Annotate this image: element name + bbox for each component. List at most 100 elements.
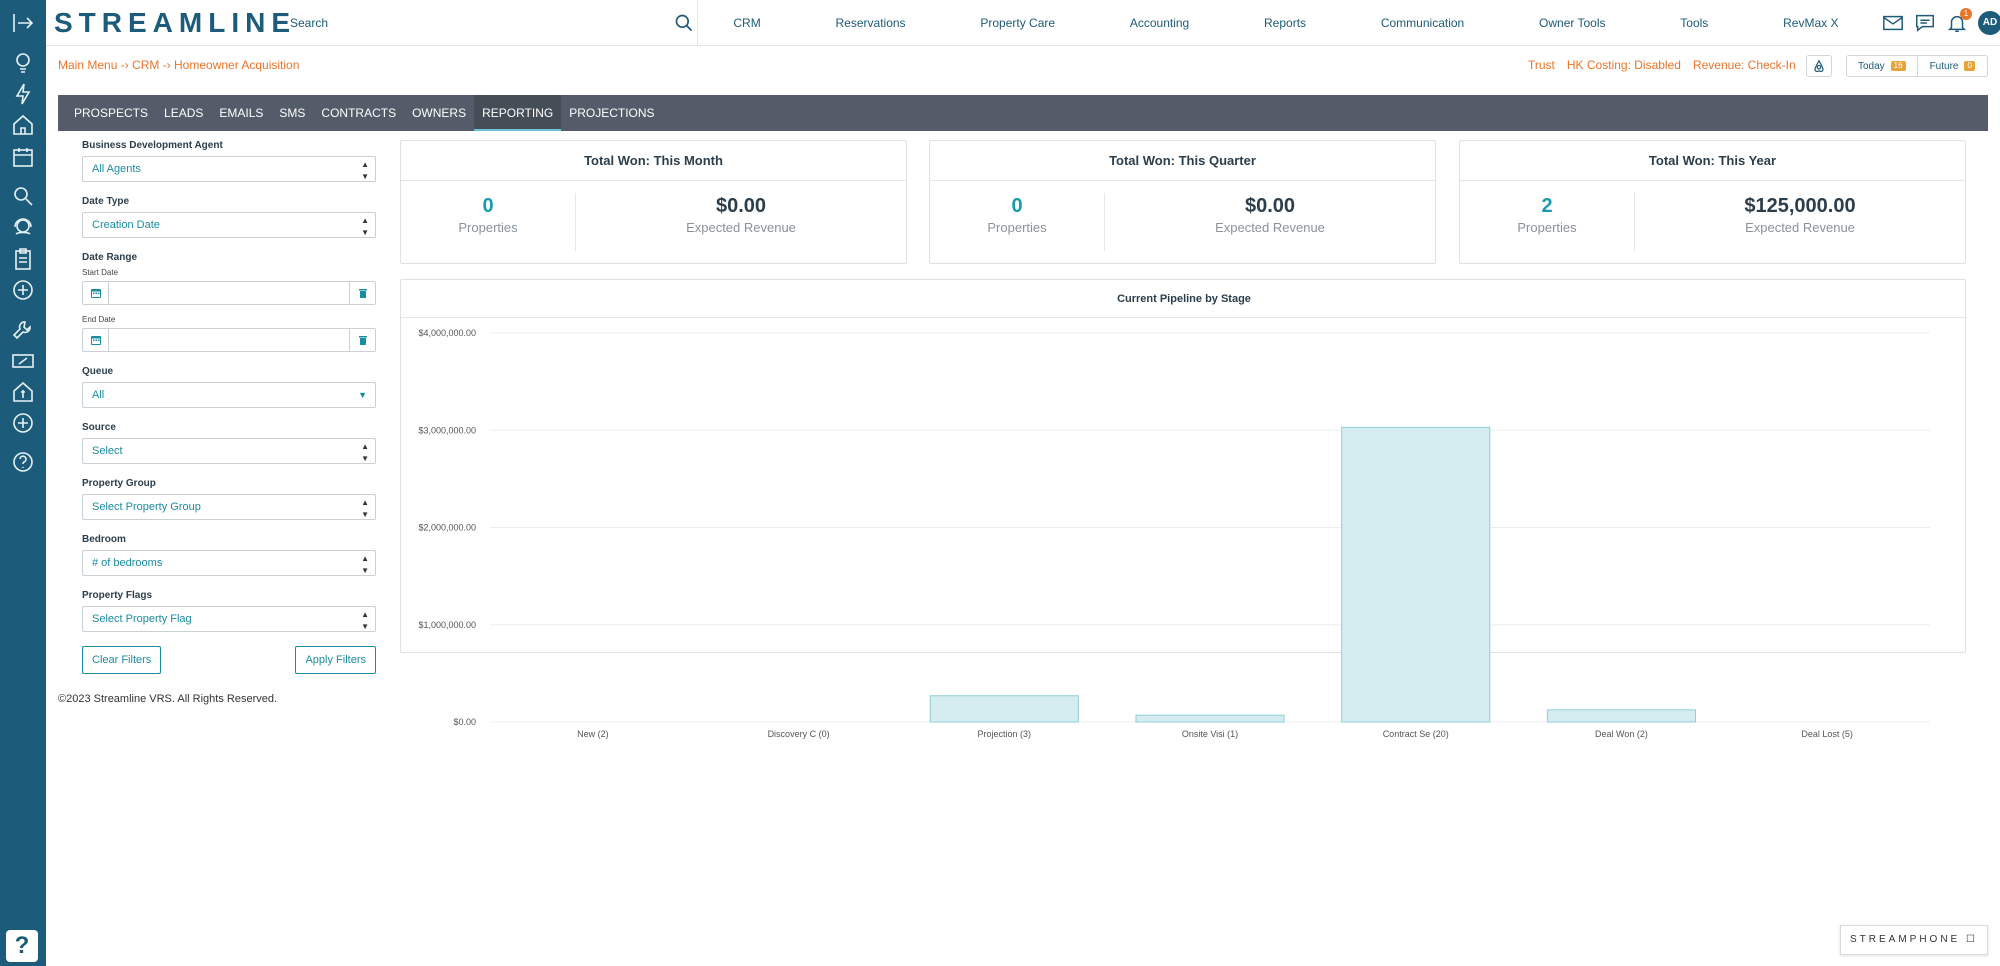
tab-prospects[interactable]: PROSPECTS — [74, 106, 149, 120]
top-bar: STREAMLINE CRM Reservations Property Car… — [46, 0, 2000, 46]
expand-arrow-icon[interactable] — [11, 11, 35, 35]
select-arrows-icon: ▲ ▼ — [361, 610, 369, 631]
date-type-select[interactable]: Creation Date ▲ ▼ — [82, 212, 376, 238]
expected-revenue-label: Expected Revenue — [686, 220, 796, 235]
pipeline-bar-chart: $0.00 $1,000,000.00 $2,000,000.00 $3,000,00… — [418, 328, 1930, 739]
chat-icon[interactable] — [1914, 12, 1936, 34]
bedroom-select[interactable]: # of bedrooms ▲ ▼ — [82, 550, 376, 576]
clear-filters-button[interactable]: Clear Filters — [82, 646, 162, 674]
start-date-label: Start Date — [82, 268, 119, 277]
help-circle-icon[interactable] — [11, 450, 35, 474]
queue-label: Queue — [82, 366, 114, 377]
queue-value: All — [92, 389, 105, 401]
nav-crm[interactable]: CRM — [733, 16, 761, 30]
bar — [1341, 426, 1491, 723]
streamphone-label: STREAMPHONE — [1850, 934, 1961, 945]
select-arrows-icon: ▲ ▼ — [361, 442, 369, 463]
today-label: Today — [1857, 60, 1885, 72]
avatar[interactable]: AD — [1978, 11, 2000, 35]
breadcrumb[interactable]: Main Menu -› CRM -› Homeowner Acquisitio… — [58, 58, 300, 72]
tab-contracts[interactable]: CONTRACTS — [321, 106, 397, 120]
wrench-icon[interactable] — [11, 318, 35, 342]
property-group-label: Property Group — [82, 478, 156, 489]
hk-costing-link[interactable]: HK Costing: Disabled — [1566, 58, 1681, 72]
tab-emails[interactable]: EMAILS — [219, 106, 264, 120]
tab-owners[interactable]: OWNERS — [412, 106, 467, 120]
calendar-icon[interactable] — [83, 329, 109, 351]
future-label: Future — [1929, 60, 1959, 72]
bar — [929, 695, 1079, 723]
lightning-icon[interactable] — [11, 82, 35, 106]
expected-revenue-value: $125,000.00 — [1744, 195, 1856, 217]
mail-icon[interactable] — [1882, 12, 1904, 34]
nav-revmax-x[interactable]: RevMax X — [1783, 16, 1839, 30]
today-button[interactable]: Today 16 — [1847, 56, 1917, 76]
property-flags-select[interactable]: Select Property Flag ▲ ▼ — [82, 606, 376, 632]
date-type-value: Creation Date — [92, 219, 160, 231]
support-agent-icon[interactable] — [11, 215, 35, 239]
search-icon[interactable] — [11, 184, 35, 208]
calendar-icon[interactable] — [83, 282, 109, 304]
search-icon[interactable] — [674, 13, 694, 33]
source-value: Select — [92, 445, 123, 457]
notification-badge: 1 — [1960, 8, 1972, 20]
future-button[interactable]: Future 0 — [1916, 56, 1988, 76]
card-title: Total Won: This Month — [401, 141, 906, 181]
nav-reservations[interactable]: Reservations — [835, 16, 906, 30]
revenue-link[interactable]: Revenue: Check-In — [1692, 58, 1796, 72]
tab-sms[interactable]: SMS — [279, 106, 306, 120]
properties-label: Properties — [1517, 220, 1577, 235]
date-type-label: Date Type — [82, 196, 130, 207]
card-title: Total Won: This Year — [1460, 141, 1965, 181]
property-group-select[interactable]: Select Property Group ▲ ▼ — [82, 494, 376, 520]
streamphone-widget[interactable]: STREAMPHONE ☐ — [1840, 925, 1988, 955]
apply-filters-button[interactable]: Apply Filters — [295, 646, 376, 674]
house-dollar-icon[interactable] — [11, 380, 35, 404]
source-label: Source — [82, 422, 116, 433]
today-future-toggle: Today 16 Future 0 — [1846, 55, 1988, 77]
calendar-icon[interactable] — [11, 145, 35, 169]
clipboard-icon[interactable] — [11, 247, 35, 271]
add-circle-icon-2[interactable] — [11, 411, 35, 435]
search-bar — [278, 0, 698, 46]
trust-link[interactable]: Trust — [1528, 58, 1555, 72]
nav-owner-tools[interactable]: Owner Tools — [1539, 16, 1606, 30]
property-group-value: Select Property Group — [92, 501, 201, 513]
start-date-field[interactable] — [82, 281, 376, 305]
queue-select[interactable]: All ▼ — [82, 382, 376, 408]
home-icon[interactable] — [11, 113, 35, 137]
airbnb-button[interactable] — [1806, 55, 1832, 77]
trash-icon[interactable] — [349, 329, 375, 351]
status-links: Trust HK Costing: Disabled Revenue: Chec… — [1528, 58, 1796, 72]
bda-select[interactable]: All Agents ▲ ▼ — [82, 156, 376, 182]
search-input[interactable] — [290, 12, 630, 34]
end-date-field[interactable] — [82, 328, 376, 352]
chart-title: Current Pipeline by Stage — [401, 280, 1967, 318]
tab-projections[interactable]: PROJECTIONS — [569, 106, 655, 120]
nav-property-care[interactable]: Property Care — [980, 16, 1056, 30]
help-button[interactable]: ? — [6, 930, 38, 962]
nav-accounting[interactable]: Accounting — [1129, 16, 1190, 30]
trash-icon[interactable] — [349, 282, 375, 304]
properties-count: 0 — [1011, 195, 1023, 217]
x-tick-label: Projection (3) — [978, 729, 1032, 739]
select-arrows-icon: ▲ ▼ — [361, 498, 369, 519]
x-tick-label: Onsite Visi (1) — [1182, 729, 1238, 739]
kpi-card-year: Total Won: This Year 2 Properties $125,0… — [1459, 140, 1966, 264]
tab-reporting[interactable]: REPORTING — [474, 95, 562, 131]
ticket-icon[interactable] — [11, 349, 35, 373]
source-select[interactable]: Select ▲ ▼ — [82, 438, 376, 464]
add-circle-icon[interactable] — [11, 278, 35, 302]
tab-leads[interactable]: LEADS — [164, 106, 204, 120]
nav-reports[interactable]: Reports — [1264, 16, 1307, 30]
expected-revenue-value: $0.00 — [715, 195, 767, 217]
lightbulb-icon[interactable] — [11, 50, 35, 74]
date-range-label: Date Range — [82, 252, 138, 263]
left-rail: ? — [0, 0, 46, 966]
bell-icon[interactable]: 1 — [1946, 8, 1972, 34]
app-logo[interactable]: STREAMLINE — [54, 7, 296, 38]
nav-tools[interactable]: Tools — [1680, 16, 1709, 30]
nav-communication[interactable]: Communication — [1380, 16, 1465, 30]
bda-label: Business Development Agent — [82, 140, 223, 151]
property-flags-value: Select Property Flag — [92, 613, 192, 625]
